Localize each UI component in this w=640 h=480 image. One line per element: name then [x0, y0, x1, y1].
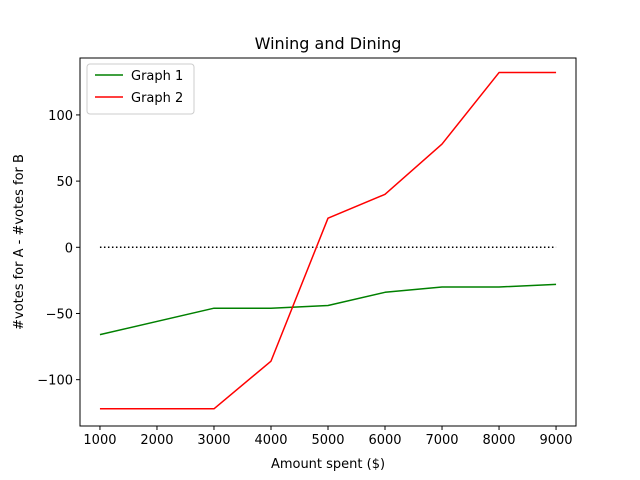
y-axis-label: #votes for A - #votes for B — [12, 154, 27, 330]
x-tick-label: 6000 — [368, 433, 401, 448]
legend-label-graph-1: Graph 1 — [131, 69, 183, 84]
y-axis: −100 −50 0 50 100 — [37, 109, 80, 389]
legend-box — [86, 63, 195, 115]
x-tick-label: 7000 — [425, 433, 458, 448]
x-tick-label: 9000 — [539, 433, 572, 448]
legend-label-graph-2: Graph 2 — [131, 91, 183, 106]
x-tick-label: 2000 — [140, 433, 173, 448]
x-tick-label: 8000 — [482, 433, 515, 448]
legend: Graph 1 Graph 2 — [86, 63, 195, 115]
y-tick-label: 100 — [48, 109, 73, 124]
y-tick-label: 0 — [65, 241, 73, 256]
x-tick-label: 5000 — [311, 433, 344, 448]
series-line-graph-2 — [99, 71, 557, 410]
chart-title: Wining and Dining — [255, 34, 402, 53]
x-tick-label: 1000 — [83, 433, 116, 448]
series-line-graph-1 — [99, 283, 557, 336]
plot-area — [99, 71, 557, 410]
x-axis-label: Amount spent ($) — [271, 457, 385, 472]
y-tick-label: 50 — [56, 175, 73, 190]
x-tick-label: 4000 — [254, 433, 287, 448]
y-tick-label: −50 — [46, 307, 73, 322]
y-tick-label: −100 — [37, 374, 73, 389]
x-axis: 1000 2000 3000 4000 5000 6000 7000 8000 9000 — [83, 426, 573, 448]
x-tick-label: 3000 — [197, 433, 230, 448]
